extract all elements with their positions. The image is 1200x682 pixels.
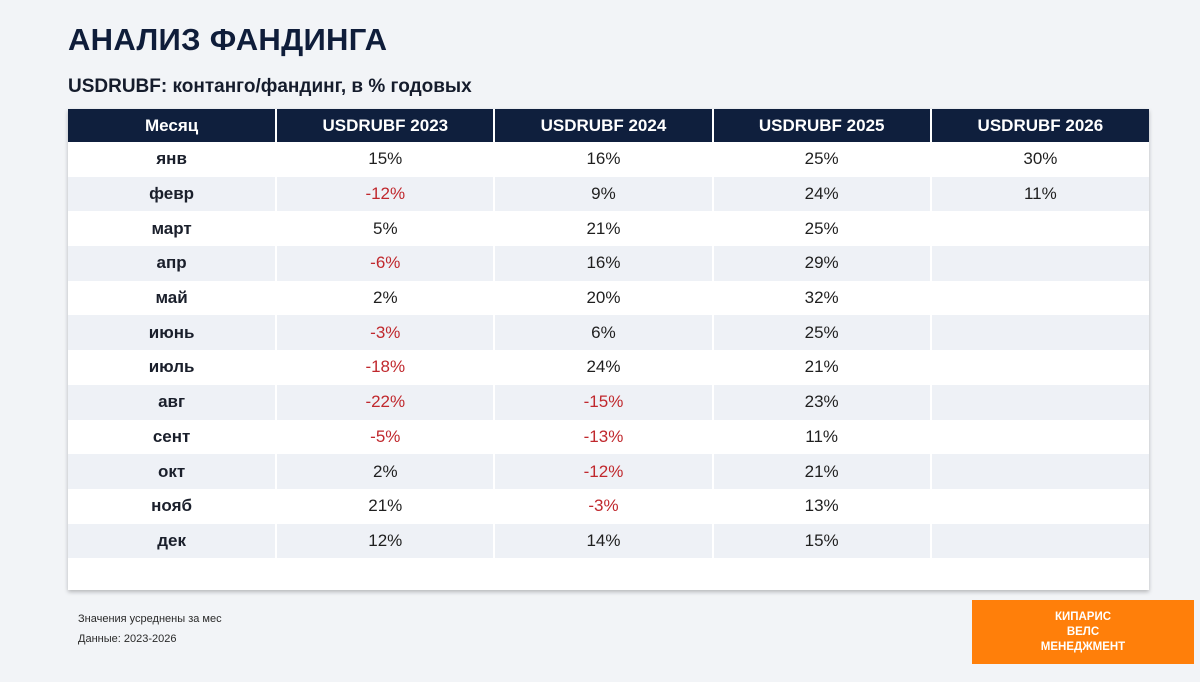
value-cell: 25% <box>711 315 931 351</box>
table-header-row: Месяц USDRUBF 2023 USDRUBF 2024 USDRUBF 202… <box>68 109 1149 142</box>
value-cell <box>929 350 1149 385</box>
funding-table-card: Месяц USDRUBF 2023 USDRUBF 2024 USDRUBF 202… <box>68 109 1149 590</box>
month-cell: янв <box>68 142 277 177</box>
value-cell: -15% <box>493 384 713 420</box>
value-cell: 13% <box>711 488 931 524</box>
month-cell: июнь <box>68 315 277 351</box>
month-cell: нояб <box>68 488 277 524</box>
value-cell: 2% <box>275 454 495 489</box>
month-cell: май <box>68 280 277 316</box>
table-row: янв 15% 16% 25% 30% <box>68 142 1149 177</box>
value-cell: 9% <box>493 176 713 212</box>
funding-table: Месяц USDRUBF 2023 USDRUBF 2024 USDRUBF 202… <box>68 109 1149 559</box>
table-row: дек 12% 14% 15% <box>68 523 1149 559</box>
month-cell: авг <box>68 384 277 420</box>
column-header-month: Месяц <box>68 109 277 142</box>
value-cell: 21% <box>275 488 495 524</box>
footnote-averaging: Значения усреднены за мес <box>78 613 222 625</box>
month-cell: окт <box>68 454 277 489</box>
table-row: сент -5% -13% 11% <box>68 419 1149 455</box>
value-cell: 21% <box>493 211 713 247</box>
table-row: февр -12% 9% 24% 11% <box>68 176 1149 212</box>
table-row: авг -22% -15% 23% <box>68 384 1149 420</box>
page-subtitle: USDRUBF: контанго/фандинг, в % годовых <box>68 76 472 97</box>
value-cell: 24% <box>493 350 713 385</box>
value-cell: -6% <box>275 246 495 281</box>
table-row: март 5% 21% 25% <box>68 211 1149 247</box>
value-cell: -22% <box>275 384 495 420</box>
value-cell: -5% <box>275 419 495 455</box>
value-cell: 12% <box>275 523 495 559</box>
value-cell: 25% <box>711 211 931 247</box>
value-cell: 30% <box>929 142 1149 177</box>
value-cell: 23% <box>711 384 931 420</box>
value-cell: 11% <box>711 419 931 455</box>
value-cell <box>929 523 1149 559</box>
value-cell: -12% <box>493 454 713 489</box>
month-cell: дек <box>68 523 277 559</box>
value-cell <box>929 211 1149 247</box>
table-row: май 2% 20% 32% <box>68 280 1149 316</box>
value-cell <box>929 419 1149 455</box>
table-row: апр -6% 16% 29% <box>68 246 1149 281</box>
value-cell: -13% <box>493 419 713 455</box>
value-cell <box>929 488 1149 524</box>
month-cell: июль <box>68 350 277 385</box>
value-cell: 24% <box>711 176 931 212</box>
value-cell: 29% <box>711 246 931 281</box>
value-cell: 16% <box>493 246 713 281</box>
brand-line-2: ВЕЛС <box>1066 625 1100 638</box>
page-title: АНАЛИЗ ФАНДИНГА <box>68 22 388 57</box>
value-cell <box>929 280 1149 316</box>
brand-line-1: КИПАРИС <box>1054 610 1112 623</box>
value-cell <box>929 315 1149 351</box>
value-cell: 11% <box>929 176 1149 212</box>
brand-line-3: МЕНЕДЖМЕНТ <box>1040 640 1126 653</box>
value-cell <box>929 246 1149 281</box>
value-cell: 5% <box>275 211 495 247</box>
brand-logo: КИПАРИС ВЕЛС МЕНЕДЖМЕНТ <box>972 600 1194 664</box>
value-cell: 20% <box>493 280 713 316</box>
value-cell: 21% <box>711 350 931 385</box>
column-header-year: USDRUBF 2023 <box>275 109 495 142</box>
value-cell: -12% <box>275 176 495 212</box>
value-cell: 15% <box>711 523 931 559</box>
value-cell: 15% <box>275 142 495 177</box>
column-header-year: USDRUBF 2024 <box>493 109 713 142</box>
value-cell: 6% <box>493 315 713 351</box>
column-header-year: USDRUBF 2025 <box>711 109 931 142</box>
month-cell: март <box>68 211 277 247</box>
month-cell: сент <box>68 419 277 455</box>
value-cell: 21% <box>711 454 931 489</box>
table-row: окт 2% -12% 21% <box>68 454 1149 489</box>
value-cell: -3% <box>275 315 495 351</box>
value-cell <box>929 384 1149 420</box>
value-cell: -18% <box>275 350 495 385</box>
month-cell: февр <box>68 176 277 212</box>
table-row: нояб 21% -3% 13% <box>68 488 1149 524</box>
month-cell: апр <box>68 246 277 281</box>
table-row: июнь -3% 6% 25% <box>68 315 1149 351</box>
value-cell: 14% <box>493 523 713 559</box>
value-cell: -3% <box>493 488 713 524</box>
value-cell: 16% <box>493 142 713 177</box>
table-row: июль -18% 24% 21% <box>68 350 1149 385</box>
value-cell: 25% <box>711 142 931 177</box>
column-header-year: USDRUBF 2026 <box>929 109 1149 142</box>
value-cell: 2% <box>275 280 495 316</box>
footnote-data-range: Данные: 2023-2026 <box>78 633 177 645</box>
table-body: янв 15% 16% 25% 30% февр -12% 9% 24% 11% март 5% 21%… <box>68 142 1149 559</box>
value-cell: 32% <box>711 280 931 316</box>
value-cell <box>929 454 1149 489</box>
